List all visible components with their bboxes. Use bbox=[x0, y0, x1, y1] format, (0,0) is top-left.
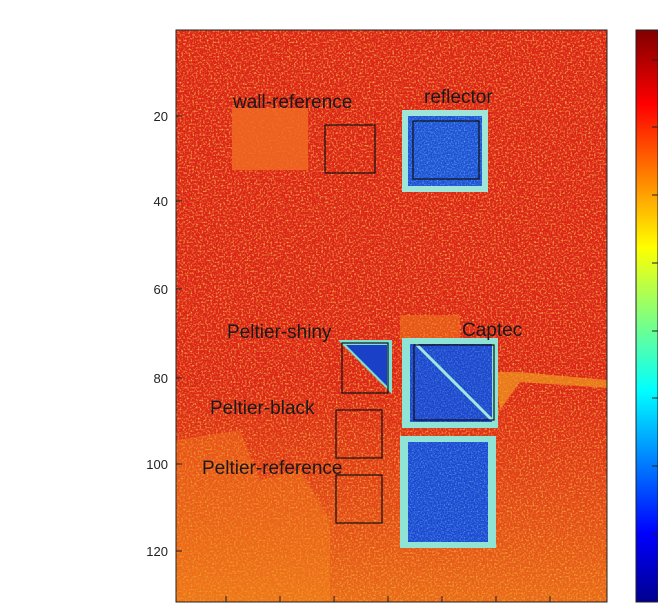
warm-patch-left bbox=[176, 430, 330, 602]
label-captec: Captec bbox=[462, 320, 522, 341]
thermal-image bbox=[176, 30, 607, 602]
plot-frame bbox=[175, 29, 608, 603]
captec-diagonal bbox=[414, 342, 494, 422]
label-peltier-reference: Peltier-reference bbox=[202, 458, 342, 479]
wall-reference-patch bbox=[232, 108, 308, 170]
colorbar bbox=[636, 30, 658, 602]
roi-peltier-reference bbox=[335, 474, 383, 524]
peltier-shiny-surface bbox=[346, 345, 387, 386]
x-axis-ticks bbox=[225, 596, 551, 602]
y-tick-label: 80 bbox=[154, 371, 168, 386]
bottom-warm-region bbox=[176, 380, 607, 602]
y-tick-label: 60 bbox=[154, 282, 168, 297]
roi-peltier-black bbox=[335, 409, 383, 459]
captec-noise bbox=[410, 344, 492, 422]
y-tick-label: 20 bbox=[154, 109, 168, 124]
label-peltier-shiny: Peltier-shiny bbox=[227, 322, 332, 343]
colorbar-ticks bbox=[652, 59, 658, 535]
lower-block-noise bbox=[408, 442, 488, 542]
roi-reflector bbox=[412, 120, 480, 180]
y-tick-label: 120 bbox=[146, 544, 168, 559]
warm-strip bbox=[400, 315, 460, 340]
roi-wall-reference bbox=[324, 124, 376, 174]
y-tick-label: 100 bbox=[146, 457, 168, 472]
y-tick-label: 40 bbox=[154, 194, 168, 209]
cable-trace bbox=[495, 372, 607, 410]
colorbar-frame bbox=[635, 29, 658, 603]
label-reflector: reflector bbox=[424, 87, 493, 108]
roi-captec bbox=[413, 344, 495, 421]
y-axis: 20 40 60 80 100 120 bbox=[146, 109, 182, 559]
roi-peltier-shiny bbox=[341, 342, 389, 394]
label-wall-reference: wall-reference bbox=[232, 92, 352, 113]
label-peltier-black: Peltier-black bbox=[210, 398, 315, 419]
reflector-noise bbox=[408, 116, 482, 186]
